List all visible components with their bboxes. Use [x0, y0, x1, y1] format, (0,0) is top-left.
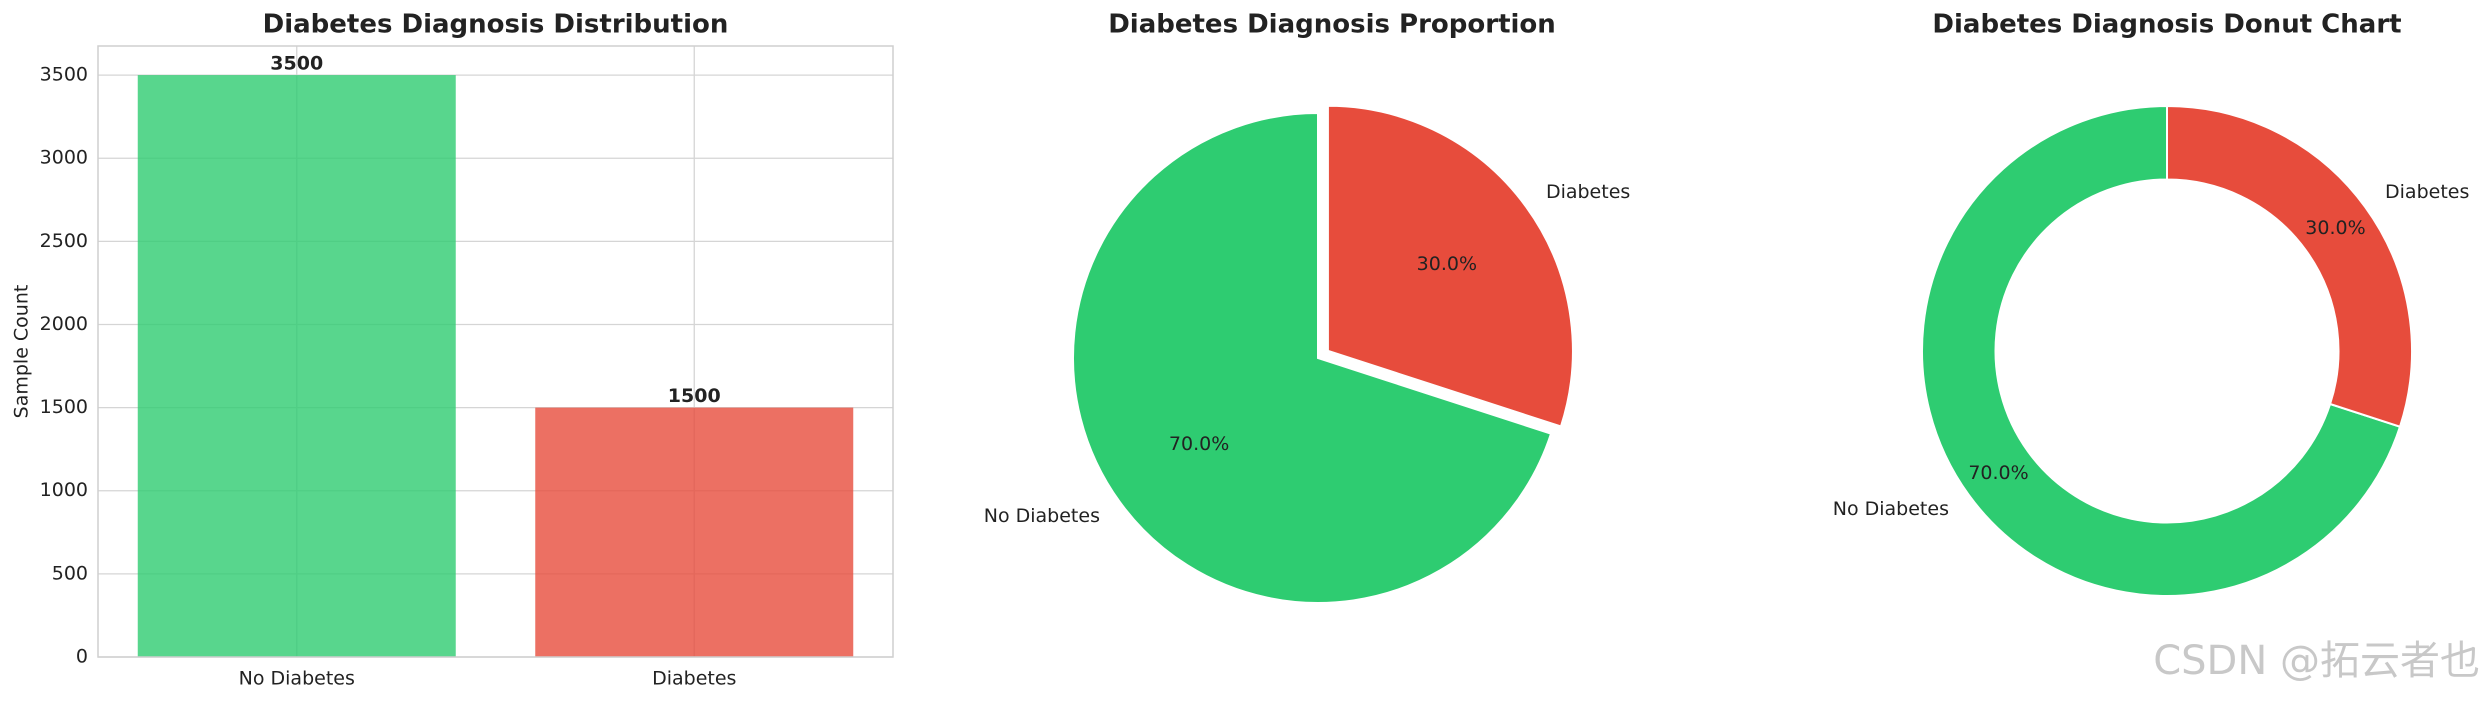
donut-slice [2166, 104, 2414, 428]
y-tick-label: 1000 [40, 479, 88, 501]
percent-label: 30.0% [2305, 217, 2365, 239]
percent-label: 70.0% [1169, 433, 1229, 455]
x-tick-label: Diabetes [652, 668, 736, 690]
pie-slice [1072, 111, 1553, 604]
slice-label: Diabetes [2385, 181, 2469, 203]
y-tick-label: 1500 [40, 396, 88, 418]
x-tick-label: No Diabetes [239, 668, 355, 690]
chart-title: Diabetes Diagnosis Proportion [1108, 10, 1556, 40]
donut-slice [1921, 104, 2402, 597]
plot-frame [97, 45, 894, 658]
y-tick-label: 3500 [40, 64, 88, 86]
pie-slice [1326, 104, 1574, 428]
bar [137, 75, 456, 658]
watermark: CSDN @拓云者也 [2153, 638, 2480, 684]
data-label: 1500 [668, 385, 721, 407]
chart-title: Diabetes Diagnosis Donut Chart [1932, 10, 2401, 40]
y-axis-label: Sample Count [11, 285, 33, 419]
y-tick-label: 3000 [40, 147, 88, 169]
bar [535, 407, 854, 657]
y-tick-label: 2500 [40, 230, 88, 252]
percent-label: 30.0% [1417, 253, 1477, 275]
y-tick-label: 500 [52, 562, 88, 584]
y-tick-label: 0 [76, 646, 88, 668]
slice-label: Diabetes [1546, 181, 1630, 203]
chart-title: Diabetes Diagnosis Distribution [263, 10, 729, 40]
slice-label: No Diabetes [984, 505, 1100, 527]
y-tick-label: 2000 [40, 313, 88, 335]
percent-label: 70.0% [1968, 462, 2028, 484]
data-label: 3500 [270, 53, 323, 75]
slice-label: No Diabetes [1833, 498, 1949, 520]
